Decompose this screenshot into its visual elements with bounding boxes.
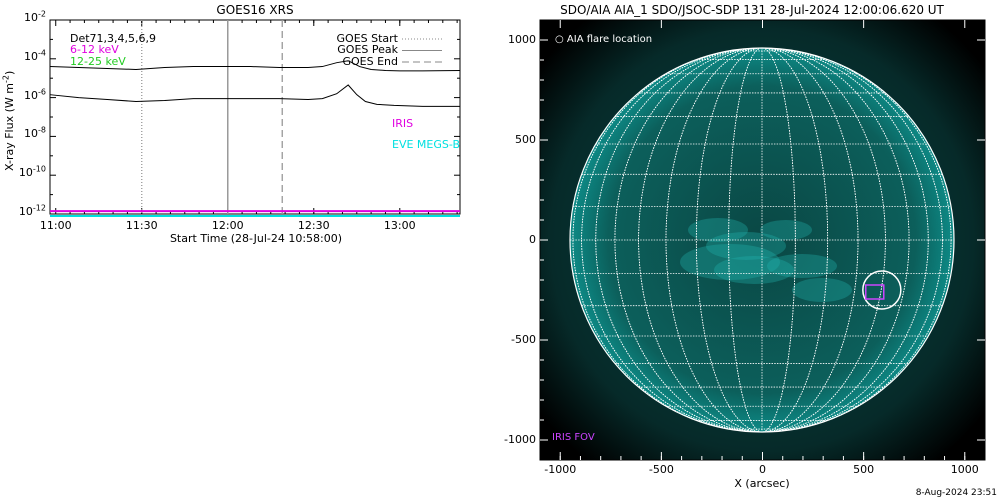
aia-y-tick-label: -500 [511, 333, 536, 346]
goes-y-tick-label: 10-8 [24, 125, 46, 141]
goes-series-line-1 [49, 84, 460, 107]
aia-x-tick-label: -500 [648, 463, 674, 476]
goes-y-tick-label: 10-10 [18, 164, 46, 180]
aia-y-tick-label: 500 [515, 133, 536, 146]
iris-fov-label: IRIS FOV [552, 432, 595, 443]
aia-x-tick-label: 0 [759, 463, 766, 476]
instrument-label-eve: EVE MEGS-B [392, 138, 460, 151]
channel-label-12-25kev: 12-25 keV [70, 55, 126, 68]
flare-location-legend-text: AIA flare location [566, 34, 653, 45]
goes-x-tick-label: 12:00 [211, 219, 244, 232]
active-region [767, 254, 837, 278]
active-region [714, 256, 794, 284]
longitude-line [728, 48, 796, 432]
solar-limb [569, 47, 955, 433]
active-region [792, 278, 852, 302]
active-region [680, 244, 780, 280]
goes-y-tick-label: 10-6 [24, 86, 46, 102]
aia-x-tick-label: 1000 [950, 463, 979, 476]
goes-x-tick-label: 11:00 [39, 219, 72, 232]
heliographic-grid [570, 48, 954, 432]
goes-x-tick-label: 12:30 [297, 219, 330, 232]
flare-location-circle [862, 270, 902, 310]
active-region [688, 218, 748, 242]
aia-panel-title: SDO/AIA AIA_1 SDO/JSOC-SDP 131 28-Jul-20… [560, 3, 944, 17]
goes-y-tick-label: 10-12 [18, 203, 46, 218]
goes-x-axis-label: Start Time (28-Jul-24 10:58:00) [169, 232, 343, 245]
goes-series-line-0 [49, 60, 461, 72]
aia-y-tick-label: -1000 [504, 433, 536, 446]
active-region [760, 220, 812, 240]
active-region [706, 232, 786, 260]
longitude-line [665, 48, 859, 432]
legend-goes-peak: GOES Peak [337, 43, 398, 56]
aia-x-tick-label: 500 [853, 463, 875, 476]
instrument-label-iris: IRIS [392, 117, 414, 130]
flare-location-legend: ○ AIA flare location [555, 34, 652, 45]
channel-label-6-12kev: 6-12 keV [70, 43, 119, 56]
goes-y-tick-label: 10-4 [24, 48, 46, 63]
aia-y-tick-label: 1000 [508, 33, 536, 46]
goes-chart-title: GOES16 XRS [216, 3, 294, 17]
longitude-line [638, 48, 886, 432]
longitude-line [572, 48, 952, 432]
legend-goes-start: GOES Start [336, 32, 398, 45]
aia-x-axis-label: X (arcsec) [734, 477, 790, 490]
channel-label-det: Det71,3,4,5,6,9 [70, 32, 157, 45]
goes-x-tick-label: 13:00 [383, 219, 416, 232]
longitude-line [614, 48, 910, 432]
iris-fov-box [865, 284, 885, 300]
longitude-line [595, 48, 929, 432]
footer-timestamp: 8-Aug-2024 23:51 [915, 488, 997, 498]
aia-y-tick-label: 0 [529, 233, 536, 246]
longitude-line [581, 48, 943, 432]
goes-x-tick-label: 11:30 [125, 219, 158, 232]
flare-location-circle-icon: ○ [555, 34, 564, 45]
aia-x-tick-label: -1000 [544, 463, 577, 476]
goes-y-tick-label: 10-2 [24, 9, 46, 24]
legend-goes-end: GOES End [342, 55, 398, 68]
